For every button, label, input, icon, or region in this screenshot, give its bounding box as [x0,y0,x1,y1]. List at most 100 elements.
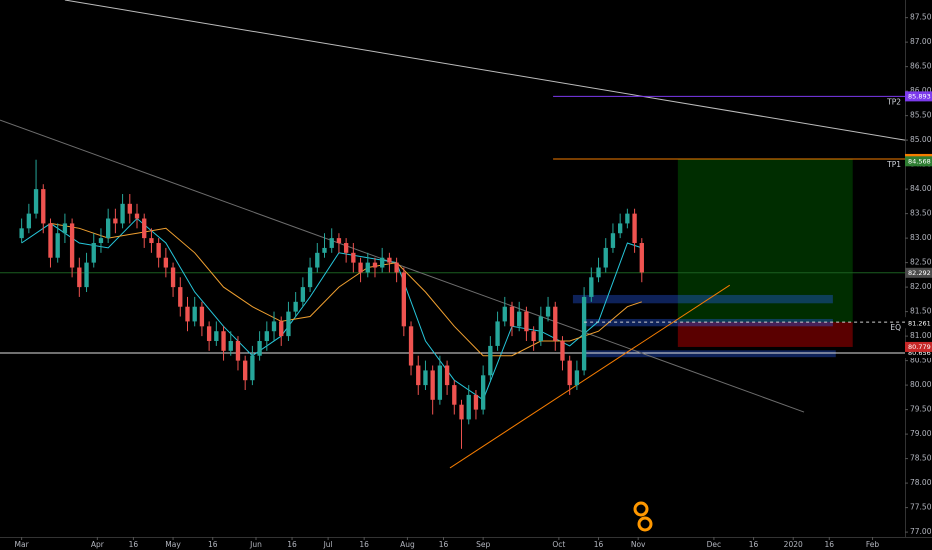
zone [583,350,836,358]
candle-body [41,189,46,224]
y-tick-label: 81.50 [910,307,932,316]
candle-body [69,223,75,268]
candle-body [351,252,356,263]
candle-body [466,394,471,420]
y-tick-label: 80.00 [910,380,932,389]
y-tick-label: 78.50 [910,454,932,463]
candle-body [531,331,536,342]
x-tick-label: Jun [249,540,262,549]
x-tick-label: 16 [825,540,835,549]
candle-body [286,311,291,337]
candle-body [98,238,104,244]
candle-body [55,233,60,258]
candle-body [560,341,565,361]
candle-body [293,301,298,312]
x-tick-label: 16 [439,540,449,549]
candle-body [632,213,637,244]
level-label: 85.893 [908,92,931,100]
candle-body [243,360,248,381]
candle-body [444,365,450,386]
price-label: 81.261 [908,319,931,327]
candle-body [416,365,421,386]
candle-body [380,257,385,268]
x-tick-label: 16 [359,540,369,549]
candle-body [437,365,443,400]
zone [583,318,833,327]
y-tick-label: 83.50 [910,209,932,218]
candle-body [509,306,515,327]
candle-body [26,213,32,229]
level-name: EQ [890,323,901,332]
candle-body [250,355,255,381]
candle-body [206,326,212,342]
candle-body [19,228,24,239]
candle-body [84,262,89,288]
candle-body [228,341,233,351]
candle-body [365,262,370,273]
candle-body [170,267,176,288]
trendline [0,119,805,413]
candle-body [48,223,53,258]
candle-body [315,252,320,268]
y-tick-label: 87.50 [910,13,932,22]
price-tag [905,267,932,278]
level-tag [905,91,932,102]
candle-body [336,238,342,244]
candle-body [502,306,507,322]
candle-body [62,223,68,234]
candle-body [596,267,601,278]
price-tag [905,156,932,167]
x-tick-label: Jul [323,540,333,549]
candle-body [163,257,169,268]
candle-body [423,370,428,386]
candle-body [113,218,118,224]
candle-body [235,341,241,361]
candle-body [307,267,313,288]
price-label: 84.568 [908,157,931,165]
candle-body [358,262,363,273]
candle-body [120,203,125,224]
zone [572,294,833,304]
candle-body [430,370,435,400]
price-label: 80.656 [908,349,931,357]
x-tick-label: Nov [631,540,646,549]
candle-body [574,370,580,386]
candle-body [142,218,147,239]
candle-body [91,243,96,263]
x-tick-label: 16 [129,540,139,549]
candle-body [553,306,558,342]
candle-body [127,203,132,214]
candle-body [257,341,262,356]
y-tick-label: 84.00 [910,184,932,193]
x-tick-label: 16 [749,540,759,549]
candle-body [567,360,572,386]
candle-body [279,321,284,337]
y-tick-label: 85.50 [910,111,932,120]
candle-body [394,262,399,273]
y-tick-label: 85.00 [910,135,932,144]
x-tick-label: Feb [866,540,880,549]
candle-body [199,306,205,327]
candle-body [343,243,349,253]
y-tick-label: 82.00 [910,282,932,291]
y-tick-label: 78.00 [910,478,932,487]
candle-body [545,306,551,317]
y-tick-label: 79.00 [910,429,932,438]
candle-body [625,213,630,224]
candle-body [639,243,644,273]
candle-body [178,287,183,307]
price-tag [905,347,932,358]
candle-body [134,213,140,219]
candle-body [459,404,464,420]
candle-body [603,247,608,268]
candle-body [221,331,226,351]
x-tick-label: Dec [707,540,722,549]
candle-body [610,233,616,248]
y-tick-label: 81.00 [910,331,932,340]
tv-logo [633,501,653,532]
candle-body [106,218,111,239]
candle-body [473,394,479,410]
y-tick-label: 79.50 [910,405,932,414]
x-tick-label: Sep [476,540,490,549]
